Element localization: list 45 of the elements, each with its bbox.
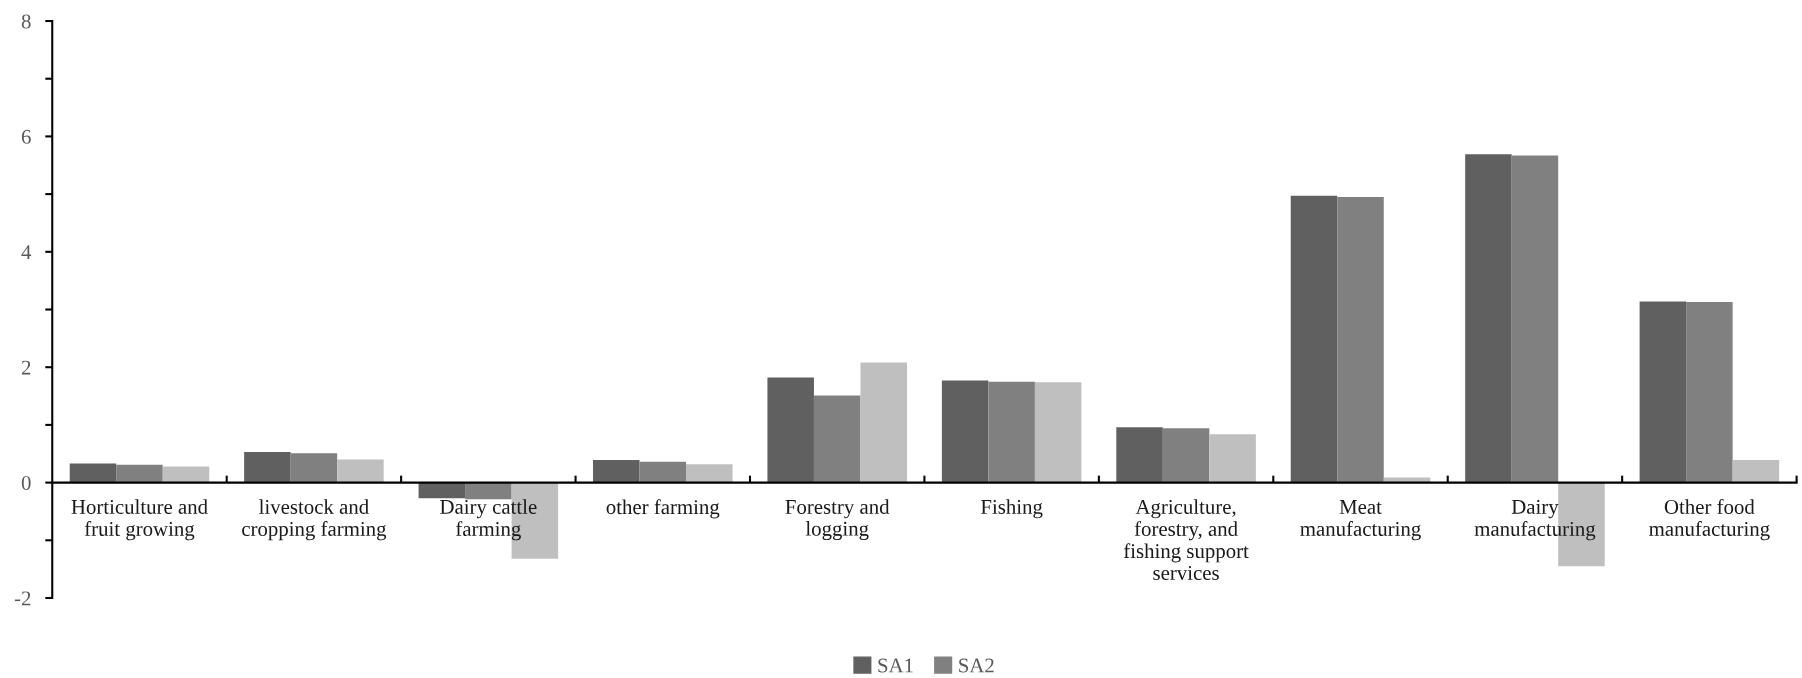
x-tick-label: Meat manufacturing — [1300, 500, 1421, 541]
y-tick-label: 4 — [21, 245, 32, 260]
bar — [290, 453, 338, 483]
bar — [860, 362, 907, 483]
bar — [1686, 302, 1733, 483]
bar — [1732, 460, 1780, 483]
y-tick-label: -2 — [14, 591, 31, 606]
bar — [116, 464, 163, 483]
y-tick-label: 2 — [21, 360, 31, 375]
x-tick-label: Agriculture, forestry, and fishing support services — [1123, 499, 1249, 580]
y-tick-label: 0 — [21, 475, 31, 491]
y-tick-label: 8 — [21, 14, 31, 29]
bar — [988, 381, 1035, 483]
x-tick-label: Dairy cattle farming — [440, 499, 537, 541]
x-tick-label: Horticulture and fruit growing — [71, 499, 208, 541]
bar — [1639, 301, 1687, 483]
legend-label: SA2 — [959, 658, 994, 673]
bar — [813, 395, 861, 483]
bar — [465, 482, 512, 500]
bar — [1465, 154, 1512, 483]
bar — [1383, 477, 1431, 483]
bar — [69, 463, 117, 483]
bar — [1116, 427, 1163, 483]
x-tick-label: Fishing — [980, 499, 1043, 519]
bar — [1511, 155, 1559, 483]
bar — [767, 377, 814, 483]
x-tick-label: Dairy manufacturing — [1474, 499, 1596, 541]
x-tick-label: other farming — [606, 499, 720, 519]
x-tick-label: Forestry and logging — [785, 499, 890, 541]
bar — [1337, 197, 1384, 483]
legend-label: SA1 — [878, 658, 913, 673]
bar — [1209, 434, 1256, 483]
bar — [1162, 428, 1210, 483]
bar — [337, 459, 384, 483]
x-tick-label: Other food manufacturing — [1649, 499, 1770, 541]
bar — [941, 380, 989, 483]
x-tick-label: livestock and cropping farming — [242, 499, 387, 541]
bar — [1034, 382, 1082, 483]
bar — [593, 460, 640, 483]
bar — [1290, 195, 1338, 483]
bar — [162, 466, 210, 483]
bar — [686, 464, 733, 483]
bar — [639, 461, 687, 483]
bar — [244, 452, 291, 483]
y-tick-label: 6 — [21, 129, 31, 144]
